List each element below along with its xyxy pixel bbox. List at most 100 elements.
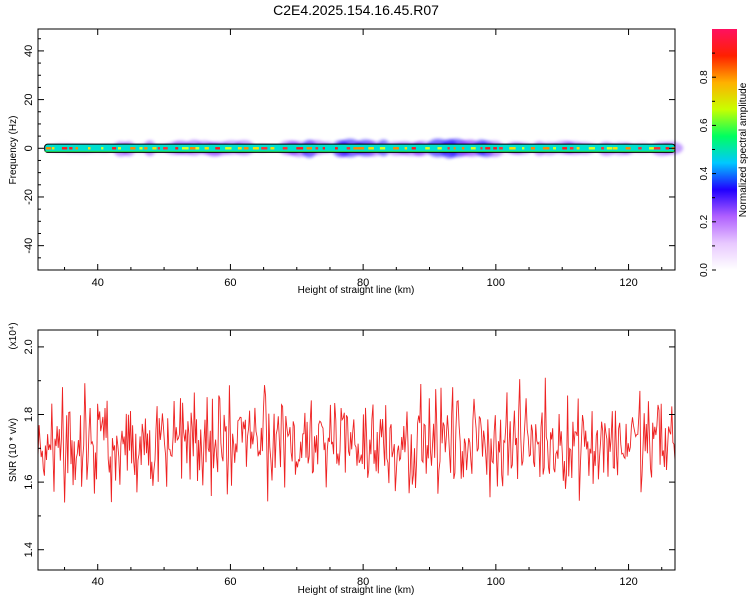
spectrogram-core-segment xyxy=(485,147,491,150)
spectrogram-core-segment xyxy=(569,147,574,150)
spectrogram-core-segment xyxy=(606,147,613,150)
snr-frame xyxy=(37,329,676,571)
spectrogram-core-segment xyxy=(322,147,326,150)
spectrogram-core-segment xyxy=(653,147,661,150)
spectrogram-core-segment xyxy=(404,147,408,150)
spectrogram-core-segment xyxy=(425,147,430,150)
spectrogram-core-segment xyxy=(270,147,275,150)
spectrogram-x-ticks: 40 60 80 100 120 xyxy=(64,29,663,289)
colorbar-tick-label: 0.4 xyxy=(699,166,710,180)
spectrogram-core-segment xyxy=(379,147,386,150)
colorbar-ticks: 0.0 0.2 0.4 0.6 0.8 xyxy=(699,52,716,277)
spectrogram-x-axis-label: Height of straight line (km) xyxy=(298,285,415,296)
spectrogram-core-segment xyxy=(393,147,399,150)
spectrogram-heat-layer xyxy=(44,138,684,159)
spectrogram-core-segment xyxy=(346,147,351,150)
spectrogram-core-segment xyxy=(447,147,450,150)
colorbar-tick-label: 0.0 xyxy=(699,263,710,277)
spectrogram-core-segment xyxy=(144,147,148,150)
spectrogram-core-segment xyxy=(45,147,52,150)
spectrogram-core-segment xyxy=(225,147,232,150)
spectrogram-core-segment xyxy=(152,147,157,150)
spectrogram-core-segment xyxy=(315,147,319,150)
snr-x-tick-label: 100 xyxy=(487,576,505,588)
snr-y-tick-label: 1.8 xyxy=(23,407,35,422)
colorbar-tick-label: 0.2 xyxy=(699,214,710,228)
spectrogram-panel: 40 60 80 100 120 -40 -20 0 20 40 Height of strai… xyxy=(8,28,684,296)
spectrogram-core-segment xyxy=(461,147,465,150)
spectrogram-y-axis-label: Frequency (Hz) xyxy=(8,116,19,185)
spectrogram-core-segment xyxy=(665,147,670,150)
spectrogram-core-segment xyxy=(261,147,268,150)
colorbar-label: Normalized spectral amplitude xyxy=(738,82,749,217)
snr-x-tick-label: 40 xyxy=(92,576,104,588)
spectrogram-core-segment xyxy=(69,147,73,150)
spectrogram-y-tick-label: 20 xyxy=(23,93,35,105)
spectrogram-core-segment xyxy=(530,147,536,150)
spectrogram-core-segment xyxy=(638,147,642,150)
spectrogram-core-segment xyxy=(296,147,304,150)
spectrogram-core-segment xyxy=(360,147,365,150)
spectrogram-core-segment xyxy=(335,147,338,150)
spectrogram-core-segment xyxy=(368,147,374,150)
spectrogram-core-segment xyxy=(480,147,483,150)
spectrogram-core-segment xyxy=(509,147,516,150)
spectrogram-core-segment xyxy=(553,147,556,150)
spectrogram-core-segment xyxy=(252,147,259,150)
spectrogram-core-segment xyxy=(189,147,197,150)
spectrogram-core-segment xyxy=(87,147,91,150)
spectrogram-core-segment xyxy=(182,147,189,150)
spectrogram-core-segment xyxy=(453,147,456,150)
spectrogram-core-segment xyxy=(61,147,68,150)
spectrogram-core-segment xyxy=(195,147,200,150)
colorbar-tick-label: 0.8 xyxy=(699,70,710,84)
snr-x-tick-label: 80 xyxy=(357,576,369,588)
snr-y-axis-label: SNR (10 * v/v) xyxy=(8,418,19,482)
spectrogram-core-segment xyxy=(437,147,442,150)
spectrogram-core-segment xyxy=(306,147,313,150)
spectrogram-core-segment xyxy=(282,147,288,150)
spectrogram-core-segment xyxy=(612,147,618,150)
spectrogram-core-segment xyxy=(237,147,242,150)
spectrogram-core-segment xyxy=(52,147,55,150)
spectrogram-x-tick-label: 80 xyxy=(357,277,369,289)
spectrogram-y-tick-label: 0 xyxy=(23,145,35,151)
spectrogram-x-tick-label: 120 xyxy=(619,277,637,289)
spectrogram-core-segment xyxy=(411,147,416,150)
spectrogram-y-tick-label: 40 xyxy=(23,45,35,57)
spectrogram-core-segment xyxy=(130,147,136,150)
snr-x-ticks: 40 60 80 100 120 xyxy=(64,330,663,588)
snr-y-ticks: 1.4 1.6 1.8 2.0 xyxy=(23,339,675,557)
spectrogram-x-tick-label: 40 xyxy=(92,277,104,289)
spectrogram-frame xyxy=(37,28,676,271)
spectrogram-y-tick-label: -40 xyxy=(23,238,35,254)
spectrogram-x-tick-label: 100 xyxy=(487,277,505,289)
spectrogram-core-segment xyxy=(601,147,604,150)
spectrogram-core-segment xyxy=(588,147,595,150)
colorbar-bar xyxy=(712,29,737,270)
spectrogram-x-tick-label: 60 xyxy=(224,277,236,289)
spectrogram-core-segment xyxy=(204,147,209,150)
spectrogram-core-segment xyxy=(101,147,104,150)
spectrogram-core-segment xyxy=(157,147,160,150)
spectrogram-y-tick-label: -20 xyxy=(23,189,35,205)
spectrogram-core-segment xyxy=(215,147,220,150)
colorbar: 0.0 0.2 0.4 0.6 0.8 Normalized spectral ampl… xyxy=(699,29,749,277)
spectrogram-core-segment xyxy=(522,147,525,150)
spectrogram-core-segment xyxy=(542,147,550,150)
snr-x-axis-label: Height of straight line (km) xyxy=(298,585,415,596)
snr-x-tick-label: 120 xyxy=(619,576,637,588)
spectrogram-core-segment xyxy=(75,147,79,150)
spectrogram-core-segment xyxy=(163,147,168,150)
spectrogram-core-segment xyxy=(139,147,143,150)
spectrogram-core-segment xyxy=(117,147,121,150)
snr-panel: 40 60 80 100 120 1.4 1.6 1.8 2.0 Height of stra… xyxy=(8,322,676,596)
snr-y-tick-label: 1.6 xyxy=(23,474,35,489)
spectrogram-core-segment xyxy=(576,147,580,150)
spectrogram-core-segment xyxy=(112,147,117,150)
spectrogram-core-segment xyxy=(470,147,476,150)
spectrogram-core-segment xyxy=(649,147,656,150)
spectrogram-core-segment xyxy=(175,147,179,150)
colorbar-tick-label: 0.6 xyxy=(699,118,710,132)
